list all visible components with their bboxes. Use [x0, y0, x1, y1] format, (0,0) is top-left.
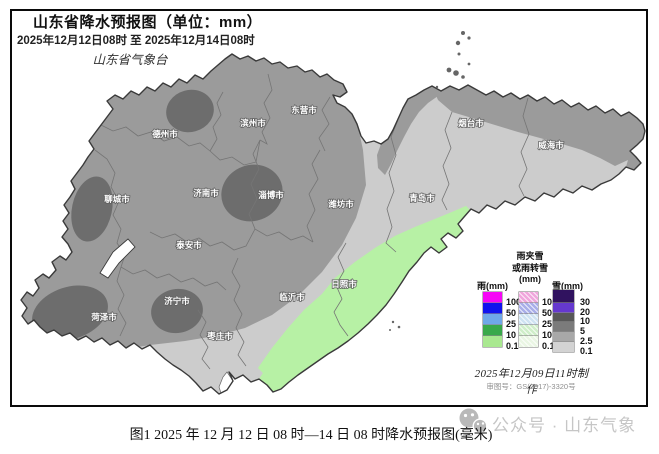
- watermark: 公众号 · 山东气象: [492, 416, 637, 435]
- legend-color-box: [553, 303, 574, 313]
- map-title: 山东省降水预报图（单位：mm）: [33, 14, 263, 31]
- legend-threshold: 10: [506, 330, 517, 340]
- legend-color-box: [483, 314, 502, 325]
- legend-threshold: 0.1: [542, 341, 555, 351]
- legend-threshold: 0.1: [580, 346, 593, 356]
- legend-threshold: 10: [580, 316, 591, 326]
- map-approval-number: 审图号：GS(2017)-3320号: [486, 382, 576, 391]
- legend-color-box: [483, 303, 502, 314]
- legend-threshold: 50: [542, 308, 553, 318]
- legend-color-box: [519, 336, 538, 347]
- legend-threshold: 10: [542, 330, 553, 340]
- forecast-date-range: 2025年12月12日08时 至 2025年12月14日08时: [17, 35, 255, 47]
- legend-color-box: [483, 336, 502, 347]
- city-label: 烟台市: [458, 118, 484, 128]
- issued-time-note: 2025年12月09日11时制作: [474, 368, 589, 396]
- city-label: 东营市: [291, 105, 317, 115]
- wechat-official-account-icon: [459, 408, 488, 434]
- hebei-wedge: [99, 238, 136, 279]
- island: [467, 36, 471, 40]
- legend-threshold: 0.1: [506, 341, 519, 351]
- legend-scale-snow: [553, 290, 574, 352]
- legend-sleet-title-line1: 雨夹雪: [516, 251, 544, 261]
- legend-color-box: [483, 292, 502, 303]
- legend-color-box: [519, 292, 538, 303]
- prefecture-borders: [94, 73, 530, 370]
- figure-caption: 图1 2025 年 12 月 12 日 08 时—14 日 08 时降水预报图(…: [129, 428, 493, 443]
- legend-color-box: [553, 322, 574, 332]
- legend-threshold: 100: [506, 297, 522, 307]
- legend-threshold: 50: [506, 308, 517, 318]
- island: [391, 320, 395, 324]
- city-label: 日照市: [331, 279, 357, 289]
- legend-rain-title: 雨(mm): [477, 281, 508, 291]
- city-label: 聊城市: [104, 194, 130, 204]
- island: [389, 329, 391, 331]
- island: [455, 40, 461, 46]
- city-label: 淄博市: [258, 190, 284, 200]
- legend-color-box: [553, 313, 574, 322]
- legend-threshold: 25: [506, 319, 517, 329]
- island: [397, 325, 401, 329]
- legend-color-box: [519, 314, 538, 325]
- city-label: 菏泽市: [91, 312, 117, 322]
- city-label: 青岛市: [409, 193, 435, 203]
- legend-scale-sleet: [519, 292, 538, 347]
- city-label: 泰安市: [175, 240, 202, 250]
- city-label: 德州市: [152, 129, 178, 139]
- island: [467, 62, 471, 66]
- island: [435, 85, 439, 89]
- island: [457, 52, 461, 56]
- legend-threshold: 100: [542, 297, 558, 307]
- city-label: 济宁市: [164, 296, 190, 306]
- legend-sleet-title: 雨夹雪 或雨转雪 (mm): [508, 251, 552, 286]
- city-label: 济南市: [193, 188, 219, 198]
- city-label: 潍坊市: [328, 199, 354, 209]
- regions-snow-heavy: [32, 89, 283, 341]
- city-label: 枣庄市: [206, 331, 233, 341]
- legend-color-box: [553, 290, 574, 303]
- islands: [389, 31, 471, 331]
- island: [453, 70, 459, 76]
- legend-threshold: 20: [580, 307, 591, 317]
- region-sleet-band: [258, 206, 472, 392]
- legend-sleet-title-line3: (mm): [519, 274, 541, 284]
- agency-name: 山东省气象台: [92, 53, 168, 67]
- city-label: 滨州市: [240, 118, 266, 128]
- island: [461, 31, 465, 35]
- city-label: 临沂市: [279, 292, 305, 302]
- island: [461, 75, 465, 79]
- legend-threshold: 2.5: [580, 336, 593, 346]
- legend-color-box: [519, 303, 538, 314]
- region-snow-strip-west-tail: [377, 86, 438, 175]
- legend-scale-rain: [483, 292, 502, 347]
- legend-threshold: 25: [542, 319, 553, 329]
- legend-sleet-title-line2: 或雨转雪: [511, 262, 548, 273]
- city-label: 威海市: [537, 140, 564, 150]
- legend-color-box: [553, 342, 574, 352]
- legend-color-box: [519, 325, 538, 336]
- legend-threshold: 5: [580, 326, 586, 336]
- island: [446, 67, 452, 73]
- legend-color-box: [483, 325, 502, 336]
- region-snow-strip-north-coast: [432, 85, 645, 170]
- legend-threshold: 30: [580, 297, 591, 307]
- legend-color-box: [553, 332, 574, 342]
- legend-snow-title: 雪(mm): [552, 281, 583, 291]
